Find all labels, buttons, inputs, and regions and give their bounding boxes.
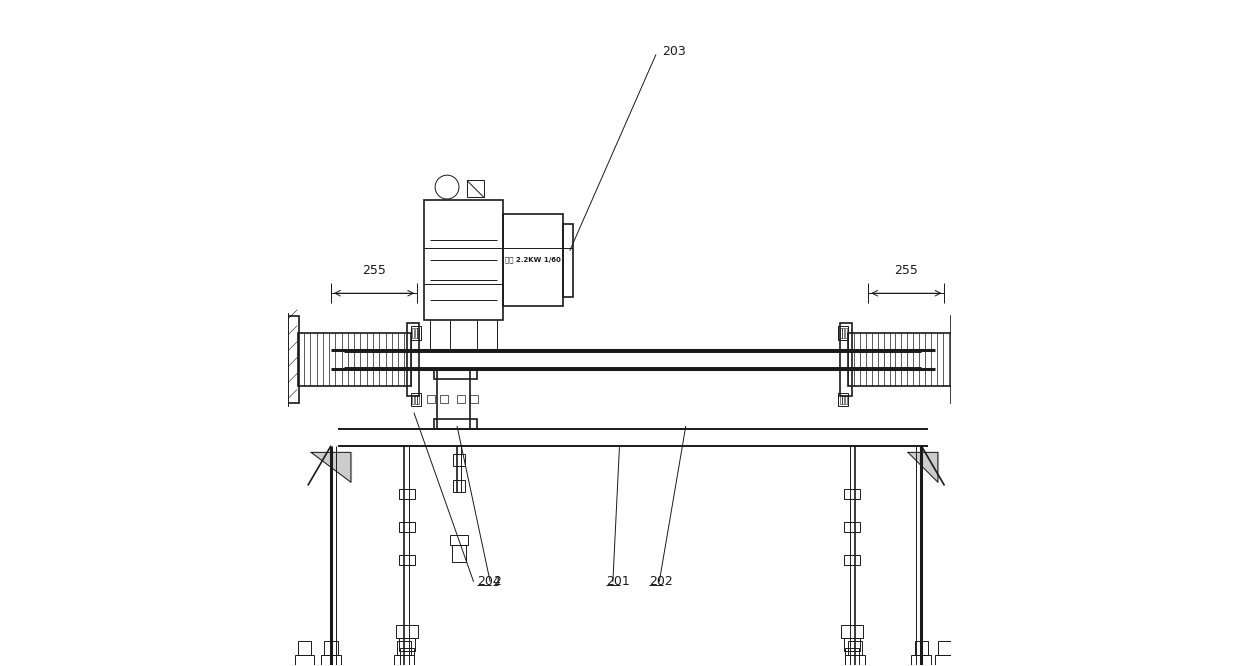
Text: 201: 201	[606, 575, 629, 588]
Text: 明睿 2.2KW 1/60: 明睿 2.2KW 1/60	[506, 256, 561, 263]
Bar	[938, 641, 952, 655]
Bar	[321, 655, 341, 665]
Bar	[399, 638, 415, 651]
Bar	[440, 395, 449, 403]
Bar	[297, 641, 311, 655]
Bar	[452, 545, 466, 562]
Bar	[400, 648, 414, 665]
Bar	[399, 489, 415, 499]
Polygon shape	[908, 452, 938, 482]
Bar	[398, 641, 410, 655]
Bar	[844, 489, 860, 499]
Bar	[914, 641, 928, 655]
Bar	[427, 395, 435, 403]
Bar	[286, 316, 299, 403]
Bar	[912, 655, 932, 665]
Bar	[418, 328, 419, 338]
Bar	[844, 638, 860, 651]
Text: 255: 255	[895, 264, 918, 276]
Bar	[399, 522, 415, 532]
Bar	[399, 555, 415, 565]
Bar	[471, 395, 478, 403]
Bar	[408, 323, 419, 396]
Bar	[325, 641, 338, 655]
Bar	[410, 326, 420, 340]
Bar	[451, 535, 467, 545]
Bar	[396, 625, 418, 638]
Bar	[839, 326, 849, 340]
Bar	[839, 393, 849, 406]
Bar	[841, 625, 862, 638]
Bar	[434, 370, 477, 380]
Bar	[844, 555, 860, 565]
Bar	[843, 395, 844, 404]
Bar	[934, 655, 954, 665]
Bar	[418, 395, 419, 404]
Bar	[411, 328, 414, 338]
Bar	[503, 214, 564, 306]
Bar	[410, 393, 420, 406]
Bar	[845, 648, 859, 665]
Bar	[844, 522, 860, 532]
Bar	[424, 200, 503, 320]
Bar	[952, 313, 968, 406]
Text: 202: 202	[649, 575, 673, 588]
Text: 255: 255	[362, 264, 387, 276]
Bar	[415, 395, 416, 404]
Text: 203: 203	[663, 45, 686, 58]
Bar	[843, 328, 844, 338]
Bar	[849, 641, 861, 655]
Bar	[845, 395, 847, 404]
Polygon shape	[311, 452, 351, 482]
Bar	[295, 655, 315, 665]
Bar	[411, 395, 414, 404]
Bar	[840, 328, 841, 338]
Bar	[297, 333, 410, 386]
Text: 2: 2	[493, 575, 502, 588]
Bar	[845, 328, 847, 338]
Bar	[845, 655, 865, 665]
Bar	[453, 454, 465, 466]
Bar	[434, 419, 477, 429]
Bar	[840, 323, 851, 396]
Bar	[457, 395, 465, 403]
Bar	[394, 655, 414, 665]
Bar	[453, 480, 465, 492]
Bar	[849, 333, 954, 386]
Bar	[415, 328, 416, 338]
Bar	[952, 316, 964, 403]
Bar	[271, 313, 287, 406]
Text: 204: 204	[477, 575, 501, 588]
Bar	[564, 224, 574, 296]
Bar	[840, 395, 841, 404]
Bar	[467, 180, 483, 197]
